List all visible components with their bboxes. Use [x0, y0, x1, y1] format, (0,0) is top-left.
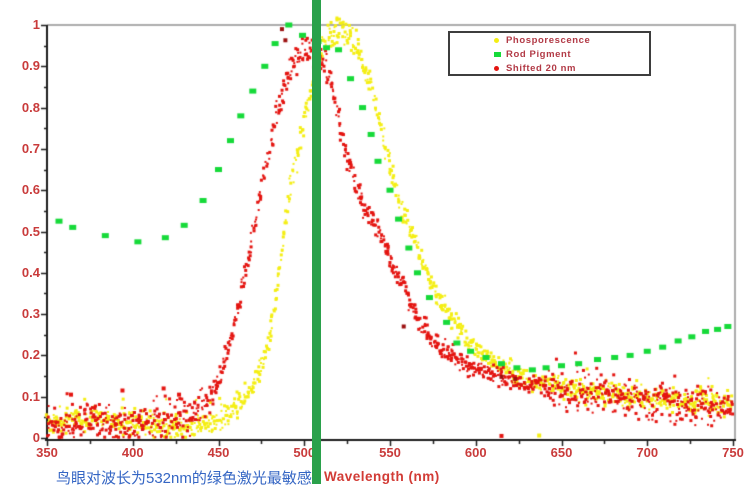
- y-tick-label: 0.7: [21, 140, 40, 156]
- legend-item-shifted-20nm: Shifted 20 nm: [450, 62, 649, 75]
- y-tick-label: 0.5: [21, 223, 40, 239]
- x-axis-title: Wavelength (nm): [324, 469, 440, 484]
- x-tick-label: 750: [722, 445, 744, 460]
- x-tick-label: 350: [36, 445, 58, 460]
- rod-pigment-square-icon: [494, 52, 501, 57]
- x-tick-label: 700: [636, 445, 659, 460]
- x-tick-label: 400: [121, 445, 144, 460]
- x-tick-label: 450: [207, 445, 230, 460]
- y-tick-label: 0.4: [21, 264, 40, 280]
- y-tick-label: 0.2: [21, 347, 40, 363]
- legend-label: Phosporescence: [506, 35, 591, 46]
- shifted-20nm-dot-icon: [494, 66, 499, 71]
- legend-label: Rod Pigment: [506, 49, 572, 60]
- y-tick-label: 0.8: [21, 99, 40, 115]
- green-laser-line: [311, 0, 321, 484]
- x-tick-label: 600: [464, 445, 487, 460]
- chinese-caption: 鸟眼对波长为532nm的绿色激光最敏感: [56, 470, 312, 487]
- x-tick-label: 550: [379, 445, 401, 460]
- y-tick-label: 1: [32, 17, 40, 32]
- y-tick-label: 0.6: [21, 182, 40, 198]
- y-tick-label: 0.1: [21, 388, 40, 404]
- x-tick-label: 650: [550, 445, 573, 460]
- y-tick-label: 0.3: [21, 306, 40, 322]
- legend-label: Shifted 20 nm: [506, 63, 577, 74]
- legend-item-rod-pigment: Rod Pigment: [450, 48, 649, 61]
- y-tick-label: 0: [32, 430, 40, 445]
- x-tick-label: 500: [293, 445, 316, 460]
- legend: Phosporescence Rod Pigment Shifted 20 nm: [448, 31, 651, 76]
- y-tick-label: 0.9: [21, 58, 40, 74]
- legend-item-phosporescence: Phosporescence: [450, 34, 649, 47]
- phosporescence-dot-icon: [494, 38, 499, 43]
